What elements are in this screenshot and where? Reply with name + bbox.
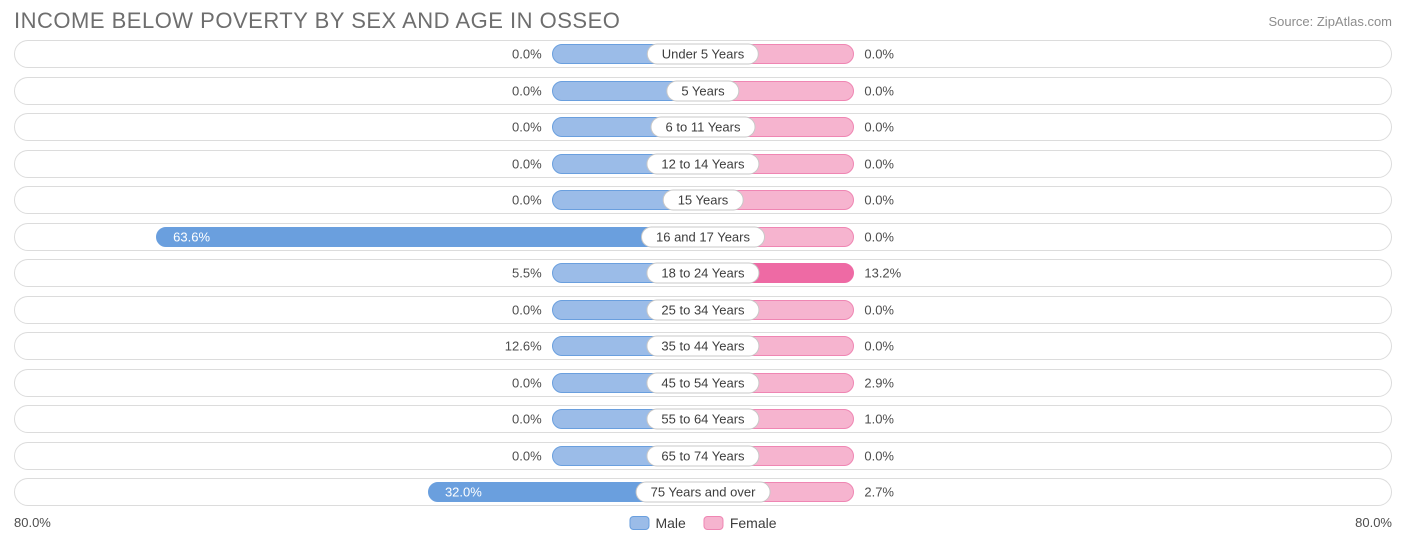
male-value: 0.0% bbox=[512, 193, 542, 208]
chart-rows: 0.0%0.0%Under 5 Years0.0%0.0%5 Years0.0%… bbox=[14, 40, 1392, 506]
chart-row: 0.0% 0.0% 12 to 14 Years bbox=[14, 150, 1392, 178]
category-label: 45 to 54 Years bbox=[646, 372, 759, 393]
chart-row: 32.0% 2.7% 75 Years and over bbox=[14, 478, 1392, 506]
male-value: 5.5% bbox=[512, 266, 542, 281]
poverty-by-sex-age-chart: INCOME BELOW POVERTY BY SEX AND AGE IN O… bbox=[0, 0, 1406, 559]
chart-row: 0.0% 0.0% Under 5 Years bbox=[14, 40, 1392, 68]
female-value: 0.0% bbox=[864, 47, 894, 62]
legend-swatch bbox=[629, 516, 649, 530]
female-value: 2.7% bbox=[864, 485, 894, 500]
female-value: 0.0% bbox=[864, 83, 894, 98]
category-label: 6 to 11 Years bbox=[651, 117, 756, 138]
legend-item: Male bbox=[629, 515, 685, 531]
female-value: 2.9% bbox=[864, 375, 894, 390]
male-value: 12.6% bbox=[505, 339, 542, 354]
male-value: 0.0% bbox=[512, 448, 542, 463]
chart-source: Source: ZipAtlas.com bbox=[1268, 14, 1392, 29]
chart-legend: Male Female bbox=[629, 515, 776, 531]
chart-header: INCOME BELOW POVERTY BY SEX AND AGE IN O… bbox=[14, 8, 1392, 34]
male-value: 63.6% bbox=[173, 229, 210, 244]
male-bar bbox=[156, 227, 703, 247]
chart-row: 0.0% 0.0% 25 to 34 Years bbox=[14, 296, 1392, 324]
chart-title: INCOME BELOW POVERTY BY SEX AND AGE IN O… bbox=[14, 8, 620, 34]
legend-label: Male bbox=[655, 515, 685, 531]
chart-row: 63.6% 0.0% 16 and 17 Years bbox=[14, 223, 1392, 251]
male-value: 0.0% bbox=[512, 375, 542, 390]
female-value: 0.0% bbox=[864, 120, 894, 135]
female-value: 0.0% bbox=[864, 156, 894, 171]
male-value: 0.0% bbox=[512, 156, 542, 171]
chart-row: 0.0% 0.0% 5 Years bbox=[14, 77, 1392, 105]
category-label: 55 to 64 Years bbox=[646, 409, 759, 430]
legend-swatch bbox=[704, 516, 724, 530]
category-label: 12 to 14 Years bbox=[646, 153, 759, 174]
female-value: 13.2% bbox=[864, 266, 901, 281]
category-label: 16 and 17 Years bbox=[641, 226, 765, 247]
legend-item: Female bbox=[704, 515, 777, 531]
female-value: 0.0% bbox=[864, 448, 894, 463]
category-label: 75 Years and over bbox=[636, 482, 771, 503]
female-value: 0.0% bbox=[864, 229, 894, 244]
category-label: 15 Years bbox=[663, 190, 744, 211]
male-value: 0.0% bbox=[512, 302, 542, 317]
male-value: 0.0% bbox=[512, 412, 542, 427]
female-value: 0.0% bbox=[864, 193, 894, 208]
male-value: 0.0% bbox=[512, 47, 542, 62]
category-label: 18 to 24 Years bbox=[646, 263, 759, 284]
female-value: 0.0% bbox=[864, 339, 894, 354]
chart-footer: 80.0% 80.0% Male Female bbox=[14, 515, 1392, 535]
chart-row: 5.5% 13.2% 18 to 24 Years bbox=[14, 259, 1392, 287]
male-value: 32.0% bbox=[445, 485, 482, 500]
female-value: 0.0% bbox=[864, 302, 894, 317]
legend-label: Female bbox=[730, 515, 777, 531]
chart-row: 0.0% 0.0% 15 Years bbox=[14, 186, 1392, 214]
axis-max-right: 80.0% bbox=[1355, 515, 1392, 530]
male-value: 0.0% bbox=[512, 83, 542, 98]
category-label: 35 to 44 Years bbox=[646, 336, 759, 357]
category-label: Under 5 Years bbox=[647, 44, 759, 65]
category-label: 25 to 34 Years bbox=[646, 299, 759, 320]
category-label: 5 Years bbox=[666, 80, 739, 101]
male-value: 0.0% bbox=[512, 120, 542, 135]
chart-row: 0.0% 1.0% 55 to 64 Years bbox=[14, 405, 1392, 433]
female-value: 1.0% bbox=[864, 412, 894, 427]
chart-row: 0.0% 2.9% 45 to 54 Years bbox=[14, 369, 1392, 397]
category-label: 65 to 74 Years bbox=[646, 445, 759, 466]
chart-row: 0.0% 0.0% 65 to 74 Years bbox=[14, 442, 1392, 470]
axis-max-left: 80.0% bbox=[14, 515, 51, 530]
chart-row: 0.0% 0.0% 6 to 11 Years bbox=[14, 113, 1392, 141]
chart-row: 12.6% 0.0% 35 to 44 Years bbox=[14, 332, 1392, 360]
